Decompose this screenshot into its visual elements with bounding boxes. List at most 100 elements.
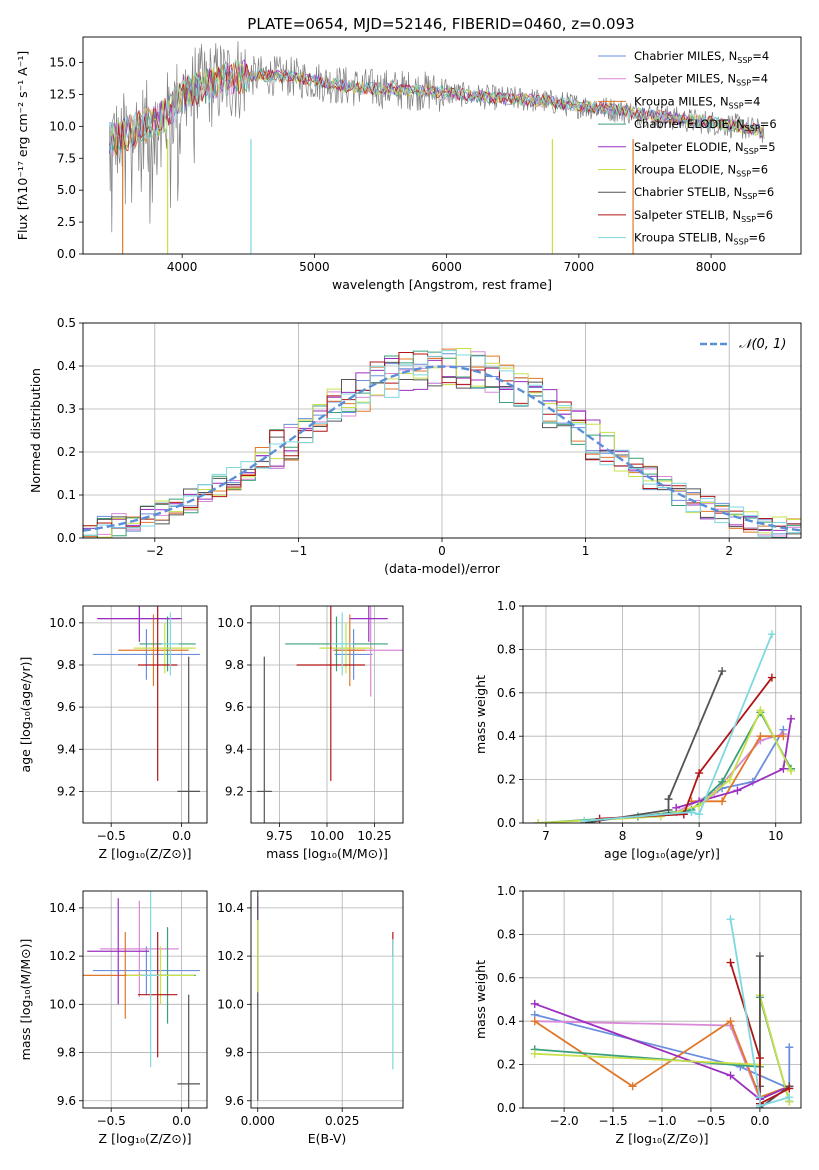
panel-age_vs_mass: 9.75 10.00 10.25 9.2 9.4 9.6 9.8 10.0 mass [log₁… — [217, 605, 404, 861]
plot-area — [83, 891, 200, 1108]
model-spectrum-kroupa_stelib — [109, 58, 764, 154]
y-tick-label: 10.0 — [49, 119, 76, 133]
point-marker — [726, 958, 735, 967]
x-tick-label: 8 — [619, 829, 627, 843]
y-tick-label: 0.3 — [57, 402, 76, 416]
point-marker — [726, 1071, 735, 1080]
axes-frame — [522, 890, 802, 1109]
point-marker — [756, 732, 765, 741]
y-tick-label: 10.0 — [49, 616, 76, 630]
x-tick-label: −0.5 — [97, 1114, 126, 1128]
point-marker — [679, 810, 688, 819]
y-axis-label: mass weight — [473, 675, 488, 754]
y-tick-label: 9.4 — [225, 742, 244, 756]
x-tick-label: 4000 — [167, 260, 198, 274]
x-tick-label: 7 — [542, 829, 550, 843]
plot-area — [530, 915, 794, 1108]
plot-area — [92, 606, 200, 823]
x-tick-label: 0.025 — [325, 1114, 359, 1128]
point-marker — [718, 797, 727, 806]
plot-area — [256, 606, 403, 823]
y-tick-label: 10.2 — [49, 949, 76, 963]
axes: −2 −1 0 1 2 0.0 0.1 0.2 0.3 0.4 0.5 (data-model)/er… — [28, 316, 802, 576]
point-marker — [530, 1017, 539, 1026]
y-tick-label: 9.6 — [57, 700, 76, 714]
line-salpeter_elodie — [675, 718, 792, 809]
y-axis-label: age [log₁₀(age/yr)] — [18, 657, 33, 773]
point-marker — [779, 732, 788, 741]
x-axis-label: Z [log₁₀(Z/Z⊙)] — [99, 1131, 192, 1146]
point-marker — [530, 999, 539, 1008]
point-marker — [767, 673, 776, 682]
x-tick-label: 9.75 — [266, 829, 293, 843]
y-tick-label: 9.2 — [225, 784, 244, 798]
y-tick-label: 9.2 — [57, 784, 76, 798]
axes: 4000 5000 6000 7000 8000 0.0 2.5 5.0 7.5 10.0 12.5… — [15, 36, 802, 292]
y-tick-label: 10.0 — [49, 997, 76, 1011]
panel-age_vs_Z: −0.5 0.0 9.2 9.4 9.6 9.8 10.0 Z [log₁₀(Z/Z⊙)] ag… — [18, 605, 208, 861]
axes: 0.000 0.025 9.6 9.8 10.0 10.2 10.4 E(B-V) — [217, 890, 404, 1146]
axes-frame — [250, 605, 404, 824]
y-axis-label: Flux [fλ10⁻¹⁷ erg cm⁻² s⁻¹ A⁻¹] — [15, 51, 30, 240]
axes-frame — [250, 890, 404, 1109]
y-tick-label: 7.5 — [57, 151, 76, 165]
point-marker — [695, 769, 704, 778]
panel-mass_vs_Z: −0.5 0.0 9.6 9.8 10.0 10.2 10.4 Z [log₁₀(Z/Z⊙)]… — [18, 890, 208, 1146]
x-tick-label: 10 — [768, 829, 783, 843]
point-marker — [695, 810, 704, 819]
legend-label: Salpeter STELIB, NSSP=6 — [634, 208, 773, 224]
axes: −2.0 −1.5 −1.0 −0.5 0.0 0.0 0.2 0.4 0.6 0.8 1.0 Z [… — [473, 884, 802, 1146]
y-tick-label: 0.4 — [497, 1014, 516, 1028]
x-tick-label: −0.5 — [696, 1114, 725, 1128]
panel-residuals: −2 −1 0 1 2 0.0 0.1 0.2 0.3 0.4 0.5 (data-model)/er… — [28, 316, 802, 576]
line-kroupa_stelib — [584, 633, 773, 822]
y-tick-label: 10.4 — [217, 901, 244, 915]
y-tick-label: 1.0 — [497, 599, 516, 613]
y-tick-label: 0.5 — [57, 316, 76, 330]
point-marker — [580, 816, 589, 823]
y-tick-label: 9.8 — [225, 658, 244, 672]
x-tick-label: −0.5 — [97, 829, 126, 843]
y-tick-label: 2.5 — [57, 215, 76, 229]
axes-frame — [82, 36, 802, 255]
point-marker — [755, 1093, 764, 1102]
point-marker — [726, 1017, 735, 1026]
x-tick-label: 7000 — [564, 260, 595, 274]
y-tick-label: 0.0 — [57, 531, 76, 545]
y-tick-label: 0.1 — [57, 488, 76, 502]
y-tick-label: 0.0 — [57, 247, 76, 261]
figure-title: PLATE=0654, MJD=52146, FIBERID=0460, z=0… — [247, 15, 634, 33]
point-marker — [530, 1049, 539, 1058]
point-marker — [785, 1043, 794, 1052]
y-tick-label: 12.5 — [49, 87, 76, 101]
y-tick-label: 0.6 — [497, 686, 516, 700]
legend-label: 𝒩(0, 1) — [739, 337, 786, 352]
point-marker — [672, 803, 681, 812]
x-axis-label: mass [log₁₀(M/M⊙)] — [266, 846, 388, 861]
y-tick-label: 9.4 — [57, 742, 76, 756]
point-marker — [534, 819, 543, 823]
line-salpeter_elodie — [534, 1002, 790, 1101]
x-tick-label: 2 — [725, 544, 733, 558]
axes-frame — [522, 605, 802, 824]
x-axis-label: E(B-V) — [308, 1131, 347, 1146]
plot-area — [83, 348, 801, 538]
y-tick-label: 0.6 — [497, 971, 516, 985]
x-tick-label: 9 — [695, 829, 703, 843]
y-axis-label: mass weight — [473, 960, 488, 1039]
x-tick-label: 10.25 — [357, 829, 391, 843]
point-marker — [755, 952, 764, 961]
point-marker — [755, 1054, 764, 1063]
y-tick-label: 0.4 — [497, 729, 516, 743]
x-tick-label: 6000 — [431, 260, 462, 274]
point-marker — [767, 630, 776, 639]
x-tick-label: −2.0 — [550, 1114, 579, 1128]
y-axis-label: mass [log₁₀(M/M⊙)] — [18, 939, 33, 1061]
grid — [83, 891, 207, 1108]
x-axis-label: (data-model)/error — [384, 561, 501, 576]
x-tick-label: −1 — [290, 544, 308, 558]
grid — [251, 891, 403, 1108]
x-axis-label: Z [log₁₀(Z/Z⊙)] — [616, 1131, 709, 1146]
point-marker — [718, 667, 727, 676]
